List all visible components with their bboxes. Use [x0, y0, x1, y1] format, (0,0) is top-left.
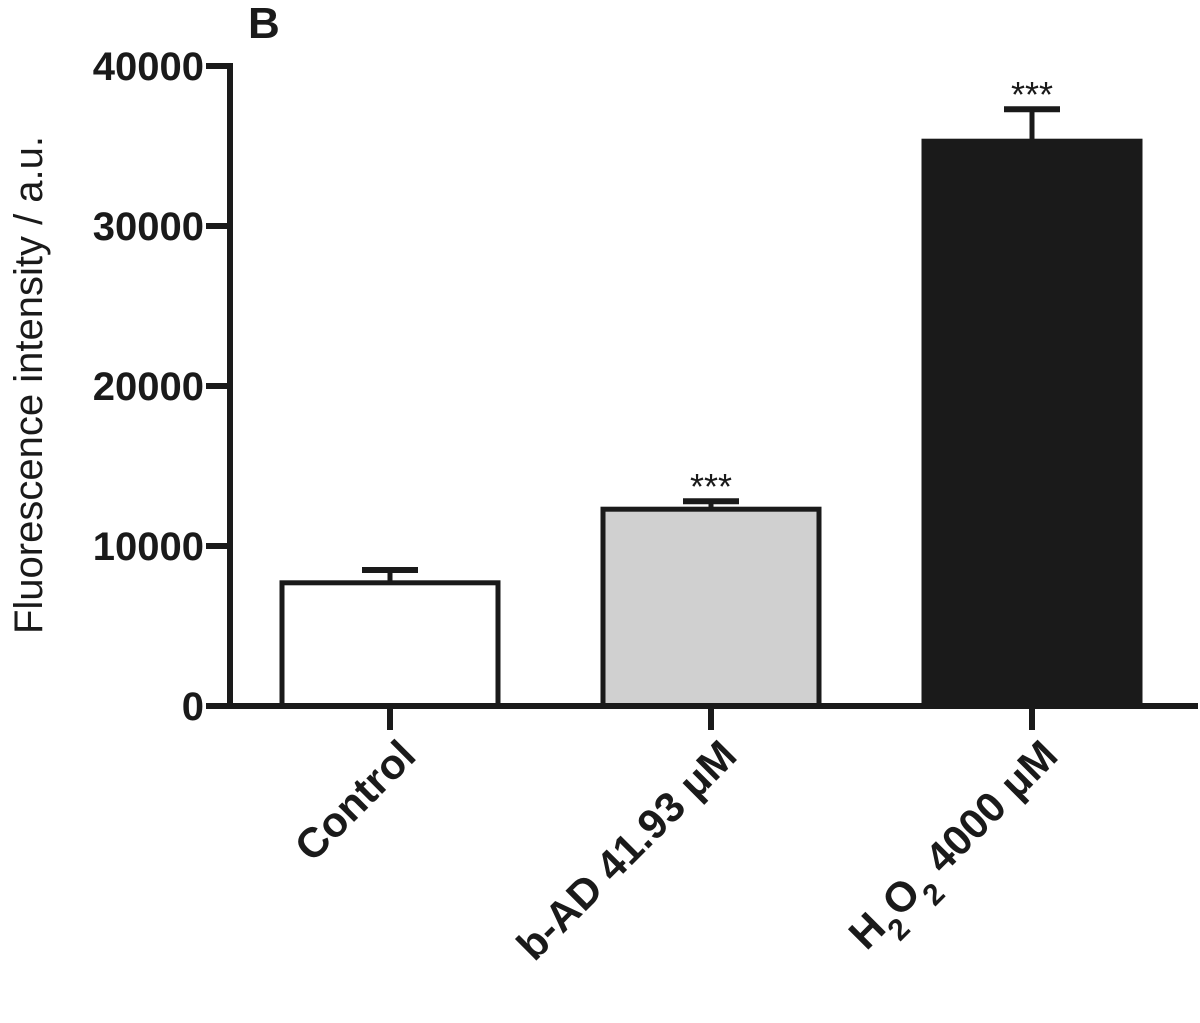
x-tick-label: H2O2 4000 μM — [839, 731, 1076, 968]
bar — [600, 506, 822, 709]
label-part: Control — [286, 731, 425, 870]
significance-annotations: *** *** — [690, 74, 1053, 507]
significance-stars: *** — [690, 466, 732, 507]
significance-stars: *** — [1011, 74, 1053, 115]
label-part: b-AD 41.93 μM — [507, 731, 745, 969]
error-bars-group — [362, 106, 1060, 583]
y-tick-label: 20000 — [93, 365, 204, 409]
y-axis-label: Fluorescence intensity / a.u. — [7, 136, 51, 634]
label-part: O — [873, 868, 929, 924]
label-part: H — [839, 903, 894, 958]
x-tick-label: b-AD 41.93 μM — [507, 731, 745, 969]
y-axis-ticks: 0 10000 20000 30000 40000 — [93, 45, 230, 729]
y-tick-label: 40000 — [93, 45, 204, 89]
x-tick-label: Control — [286, 731, 425, 870]
label-part: 4000 μM — [908, 731, 1067, 890]
bar — [279, 580, 501, 709]
bar — [921, 138, 1143, 709]
x-axis-labels: Control b-AD 41.93 μM H2O2 4000 μM — [286, 731, 1076, 969]
panel-label: B — [248, 0, 280, 48]
y-tick-label: 0 — [182, 685, 204, 729]
y-tick-label: 10000 — [93, 525, 204, 569]
bars-group — [279, 138, 1143, 709]
y-tick-label: 30000 — [93, 205, 204, 249]
x-axis-ticks — [387, 706, 1035, 730]
